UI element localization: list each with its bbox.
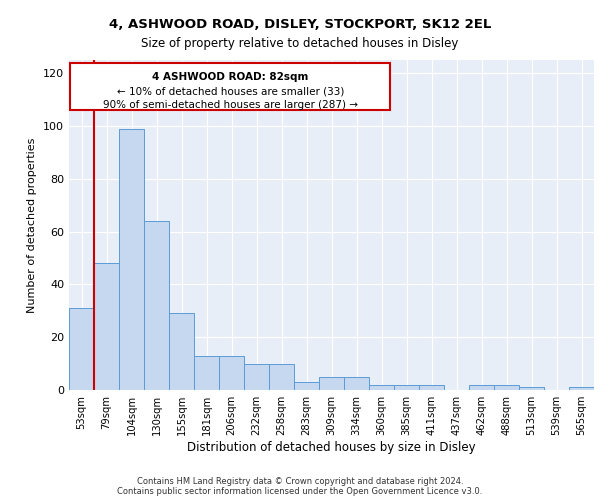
Bar (519, 388, 544, 390)
Text: Size of property relative to detached houses in Disley: Size of property relative to detached ho… (142, 38, 458, 51)
Bar (469, 384, 494, 390)
Bar (294, 382, 319, 390)
Text: 90% of semi-detached houses are larger (287) →: 90% of semi-detached houses are larger (… (103, 100, 358, 110)
Bar (269, 364, 294, 390)
Bar (419, 384, 444, 390)
Bar (94, 264, 119, 390)
Bar (169, 314, 194, 390)
Y-axis label: Number of detached properties: Number of detached properties (28, 138, 37, 312)
Bar (219, 356, 244, 390)
Bar (369, 384, 394, 390)
Bar (319, 377, 344, 390)
Text: Contains public sector information licensed under the Open Government Licence v3: Contains public sector information licen… (118, 487, 482, 496)
X-axis label: Distribution of detached houses by size in Disley: Distribution of detached houses by size … (187, 441, 476, 454)
Bar (194, 356, 219, 390)
Bar (69, 308, 94, 390)
Bar (344, 377, 369, 390)
Text: 4 ASHWOOD ROAD: 82sqm: 4 ASHWOOD ROAD: 82sqm (152, 72, 308, 82)
Text: 4, ASHWOOD ROAD, DISLEY, STOCKPORT, SK12 2EL: 4, ASHWOOD ROAD, DISLEY, STOCKPORT, SK12… (109, 18, 491, 30)
FancyBboxPatch shape (70, 62, 390, 110)
Bar (394, 384, 419, 390)
Bar (494, 384, 519, 390)
Bar (244, 364, 269, 390)
Text: Contains HM Land Registry data © Crown copyright and database right 2024.: Contains HM Land Registry data © Crown c… (137, 477, 463, 486)
Bar (119, 128, 144, 390)
Text: ← 10% of detached houses are smaller (33): ← 10% of detached houses are smaller (33… (116, 86, 344, 97)
Bar (144, 221, 169, 390)
Bar (569, 388, 594, 390)
